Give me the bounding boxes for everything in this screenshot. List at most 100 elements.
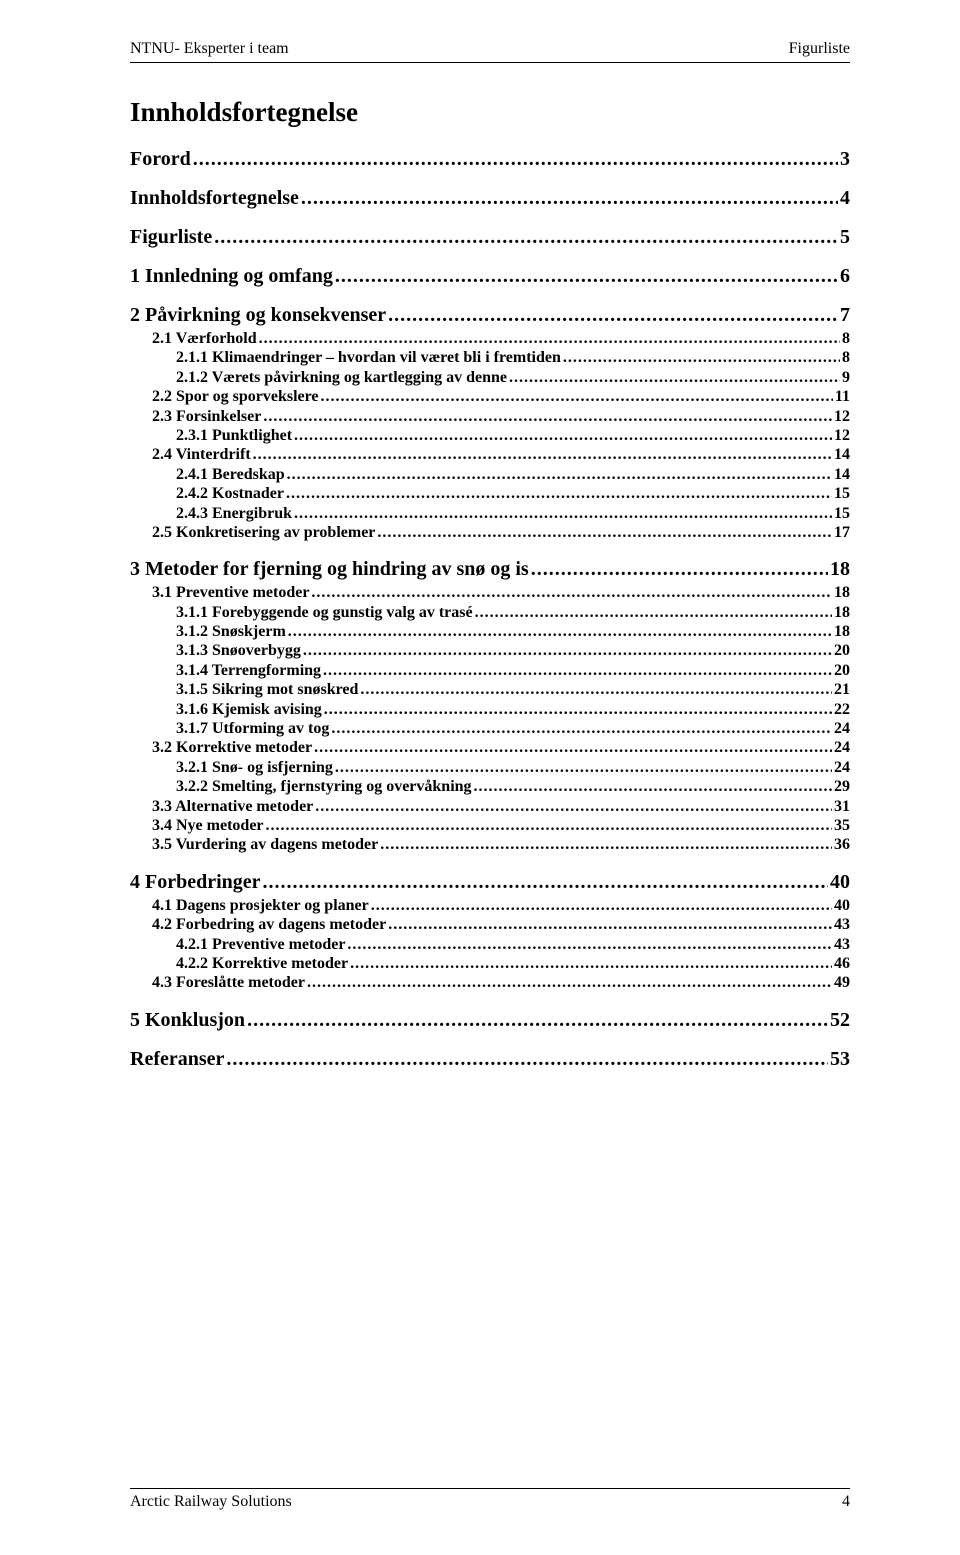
toc-entry[interactable]: 4 Forbedringer40 <box>130 871 850 894</box>
toc-entry-label: 3.1.6 Kjemisk avising <box>176 701 322 719</box>
toc-leader-dots <box>288 623 832 641</box>
toc-entry[interactable]: 3.1.6 Kjemisk avising22 <box>130 701 850 719</box>
toc-leader-dots <box>263 408 832 426</box>
document-page: NTNU- Eksperter i team Figurliste Innhol… <box>0 0 960 1555</box>
toc-leader-dots <box>303 642 832 660</box>
toc-entry-page: 35 <box>834 817 850 835</box>
toc-entry[interactable]: 4.2 Forbedring av dagens metoder43 <box>130 916 850 934</box>
toc-entry-page: 29 <box>834 778 850 796</box>
toc-entry-label: 2.1.2 Værets påvirkning og kartlegging a… <box>176 369 507 387</box>
toc-entry[interactable]: 2.4.3 Energibruk15 <box>130 505 850 523</box>
toc-entry[interactable]: 2.1 Værforhold 8 <box>130 330 850 348</box>
toc-leader-dots <box>307 974 832 992</box>
footer-page-number: 4 <box>842 1493 850 1511</box>
toc-entry[interactable]: 4.3 Foreslåtte metoder49 <box>130 974 850 992</box>
toc-entry[interactable]: 3.1.2 Snøskjerm 18 <box>130 623 850 641</box>
toc-leader-dots <box>226 1048 828 1071</box>
toc-leader-dots <box>324 701 832 719</box>
toc-entry[interactable]: 1 Innledning og omfang6 <box>130 265 850 288</box>
toc-entry[interactable]: 2.3.1 Punktlighet12 <box>130 427 850 445</box>
toc-leader-dots <box>388 916 832 934</box>
toc-entry[interactable]: Innholdsfortegnelse 4 <box>130 187 850 210</box>
toc-entry-page: 4 <box>840 187 850 210</box>
toc-leader-dots <box>380 836 832 854</box>
toc-entry-page: 52 <box>830 1009 850 1032</box>
toc-entry[interactable]: 2.2 Spor og sporvekslere11 <box>130 388 850 406</box>
toc-entry-page: 43 <box>834 916 850 934</box>
toc-entry-label: 2.5 Konkretisering av problemer <box>152 524 375 542</box>
toc-entry-label: 2.3.1 Punktlighet <box>176 427 292 445</box>
toc-leader-dots <box>509 369 840 387</box>
document-title: Innholdsfortegnelse <box>130 97 850 128</box>
toc-entry[interactable]: 2 Påvirkning og konsekvenser7 <box>130 304 850 327</box>
toc-entry-label: 2.2 Spor og sporvekslere <box>152 388 319 406</box>
toc-entry-label: 2.1 Værforhold <box>152 330 257 348</box>
toc-entry[interactable]: 4.2.2 Korrektive metoder46 <box>130 955 850 973</box>
toc-entry[interactable]: 3.1.3 Snøoverbygg 20 <box>130 642 850 660</box>
toc-leader-dots <box>253 446 832 464</box>
toc-entry[interactable]: Forord3 <box>130 148 850 171</box>
toc-entry[interactable]: 5 Konklusjon52 <box>130 1009 850 1032</box>
toc-entry-label: 3.4 Nye metoder <box>152 817 264 835</box>
toc-entry[interactable]: 3.1.7 Utforming av tog24 <box>130 720 850 738</box>
toc-entry[interactable]: Referanser53 <box>130 1048 850 1071</box>
header-right: Figurliste <box>789 40 850 58</box>
toc-entry[interactable]: 3.2.2 Smelting, fjernstyring og overvåkn… <box>130 778 850 796</box>
toc-entry-label: 4.2.1 Preventive metoder <box>176 936 345 954</box>
toc-leader-dots <box>247 1009 828 1032</box>
toc-entry-page: 31 <box>834 798 850 816</box>
toc-leader-dots <box>377 524 832 542</box>
toc-entry[interactable]: 4.2.1 Preventive metoder43 <box>130 936 850 954</box>
toc-entry[interactable]: 2.1.2 Værets påvirkning og kartlegging a… <box>130 369 850 387</box>
toc-leader-dots <box>294 427 832 445</box>
toc-entry-label: 3.1.2 Snøskjerm <box>176 623 286 641</box>
header-rule <box>130 62 850 63</box>
toc-leader-dots <box>301 187 838 210</box>
toc-entry[interactable]: 3.2 Korrektive metoder24 <box>130 739 850 757</box>
toc-entry[interactable]: 2.1.1 Klimaendringer – hvordan vil været… <box>130 349 850 367</box>
toc-entry-page: 14 <box>834 466 850 484</box>
toc-entry[interactable]: 4.1 Dagens prosjekter og planer40 <box>130 897 850 915</box>
toc-entry[interactable]: 2.5 Konkretisering av problemer17 <box>130 524 850 542</box>
toc-entry[interactable]: 3.1.5 Sikring mot snøskred21 <box>130 681 850 699</box>
toc-entry-page: 49 <box>834 974 850 992</box>
toc-entry-page: 18 <box>830 558 850 581</box>
toc-entry-page: 3 <box>840 148 850 171</box>
toc-leader-dots <box>263 871 828 894</box>
toc-entry-label: 4.2.2 Korrektive metoder <box>176 955 348 973</box>
toc-entry[interactable]: 3.5 Vurdering av dagens metoder36 <box>130 836 850 854</box>
toc-entry[interactable]: 2.3 Forsinkelser12 <box>130 408 850 426</box>
toc-entry[interactable]: 2.4.1 Beredskap14 <box>130 466 850 484</box>
toc-entry[interactable]: 3.1.4 Terrengforming20 <box>130 662 850 680</box>
toc-entry-label: Innholdsfortegnelse <box>130 187 299 210</box>
toc-entry-page: 8 <box>842 349 850 367</box>
toc-entry[interactable]: 2.4.2 Kostnader15 <box>130 485 850 503</box>
toc-entry-page: 53 <box>830 1048 850 1071</box>
toc-leader-dots <box>371 897 832 915</box>
toc-entry[interactable]: 3 Metoder for fjerning og hindring av sn… <box>130 558 850 581</box>
toc-leader-dots <box>259 330 840 348</box>
toc-entry-page: 8 <box>842 330 850 348</box>
toc-leader-dots <box>214 226 838 249</box>
toc-entry[interactable]: 3.3 Alternative metoder 31 <box>130 798 850 816</box>
toc-entry-label: 3.2 Korrektive metoder <box>152 739 312 757</box>
toc-entry-page: 20 <box>834 662 850 680</box>
toc-entry-label: 3.3 Alternative metoder <box>152 798 313 816</box>
toc-entry[interactable]: Figurliste5 <box>130 226 850 249</box>
toc-entry-label: 2.4.3 Energibruk <box>176 505 292 523</box>
toc-entry[interactable]: 3.1.1 Forebyggende og gunstig valg av tr… <box>130 604 850 622</box>
toc-entry[interactable]: 3.2.1 Snø- og isfjerning24 <box>130 759 850 777</box>
footer-left: Arctic Railway Solutions <box>130 1493 292 1511</box>
toc-entry-page: 7 <box>840 304 850 327</box>
toc-leader-dots <box>321 388 833 406</box>
toc-entry-label: 3 Metoder for fjerning og hindring av sn… <box>130 558 529 581</box>
toc-leader-dots <box>286 485 832 503</box>
toc-entry-page: 20 <box>834 642 850 660</box>
toc-entry[interactable]: 2.4 Vinterdrift14 <box>130 446 850 464</box>
toc-entry-label: 4 Forbedringer <box>130 871 261 894</box>
toc-entry-label: 2.4.2 Kostnader <box>176 485 284 503</box>
toc-entry-label: 3.1.3 Snøoverbygg <box>176 642 301 660</box>
toc-entry[interactable]: 3.4 Nye metoder 35 <box>130 817 850 835</box>
toc-entry[interactable]: 3.1 Preventive metoder18 <box>130 584 850 602</box>
toc-entry-page: 18 <box>834 623 850 641</box>
